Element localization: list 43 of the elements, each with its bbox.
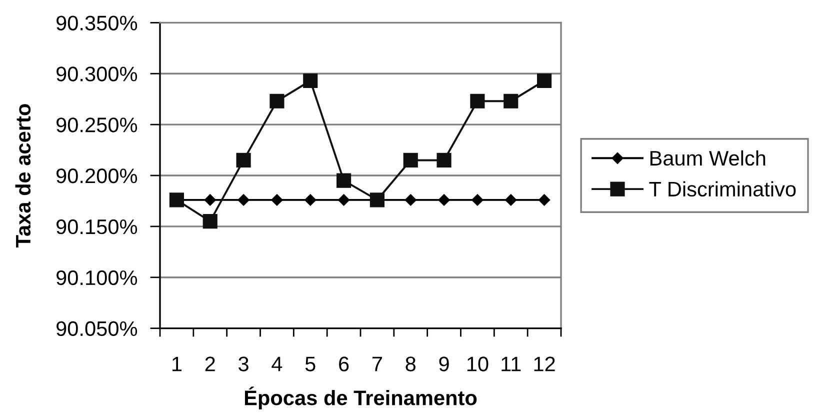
y-tick-label: 90.150% bbox=[56, 219, 138, 234]
point bbox=[436, 152, 452, 168]
point bbox=[538, 194, 550, 206]
x-tick-label: 1 bbox=[172, 356, 182, 372]
point bbox=[504, 94, 518, 108]
x-tick-label: 9 bbox=[439, 356, 449, 372]
point bbox=[271, 194, 283, 206]
y-tick-label: 90.100% bbox=[56, 270, 138, 286]
point bbox=[303, 73, 318, 88]
x-tick-label: 8 bbox=[406, 356, 416, 372]
point bbox=[238, 194, 250, 206]
y-tick-label: 90.050% bbox=[56, 321, 138, 336]
x-tick-label: 5 bbox=[305, 356, 316, 372]
point bbox=[338, 194, 350, 206]
point bbox=[204, 194, 216, 206]
x-tick-label: 4 bbox=[272, 356, 282, 372]
y-tick-label: 90.350% bbox=[56, 16, 138, 30]
point bbox=[404, 194, 416, 206]
point bbox=[202, 214, 218, 229]
y-tick-label: 90.250% bbox=[56, 118, 138, 132]
x-tick-label: 12 bbox=[534, 356, 555, 372]
x-tick-label: 7 bbox=[372, 356, 382, 372]
point bbox=[403, 152, 418, 168]
x-tick-label: 2 bbox=[205, 356, 215, 372]
x-tick-label: 10 bbox=[467, 356, 488, 372]
point bbox=[472, 194, 484, 206]
legend-label: T Discriminativo bbox=[649, 181, 796, 197]
point bbox=[270, 94, 284, 108]
point bbox=[537, 73, 552, 88]
point bbox=[236, 152, 251, 168]
point bbox=[505, 194, 517, 206]
x-tick-label: 3 bbox=[238, 356, 248, 372]
x-tick-label: 11 bbox=[502, 356, 521, 372]
x-tick-label: 6 bbox=[339, 356, 349, 372]
point bbox=[304, 194, 316, 206]
x-axis-title: Épocas de Treinamento bbox=[244, 386, 477, 410]
legend-label: Baum Welch bbox=[650, 150, 766, 166]
point bbox=[438, 194, 450, 206]
point bbox=[336, 173, 352, 188]
y-tick-label: 90.200% bbox=[56, 168, 138, 184]
point bbox=[470, 94, 485, 108]
y-axis-title: Taxa de acerto bbox=[15, 104, 31, 248]
y-tick-label: 90.300% bbox=[56, 66, 138, 82]
